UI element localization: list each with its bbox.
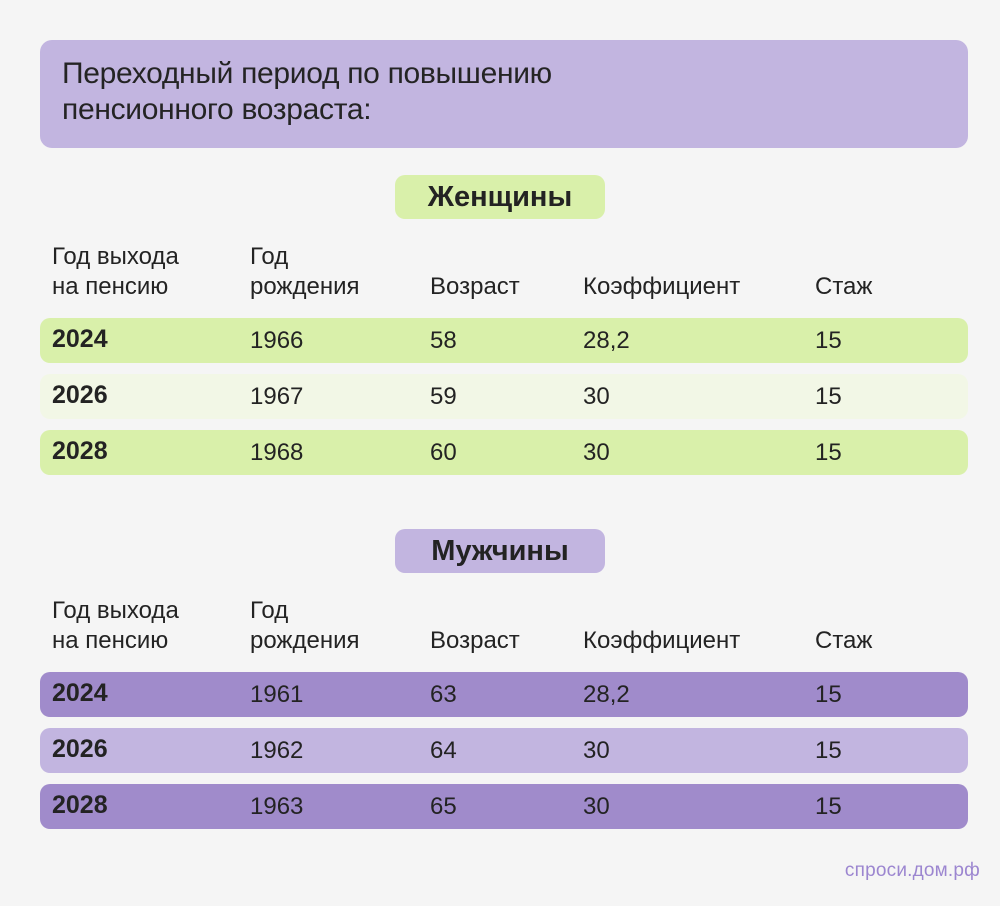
cell-coefficient: 28,2	[583, 681, 630, 708]
cell-experience: 15	[815, 439, 842, 466]
cell-age: 60	[430, 439, 457, 466]
cell-coefficient: 28,2	[583, 327, 630, 354]
cell-age: 64	[430, 737, 457, 764]
brand-watermark: спроси.дом.рф	[844, 860, 980, 881]
cell-experience: 15	[815, 383, 842, 410]
cell-experience: 15	[815, 793, 842, 820]
women-table-header: Год выхода на пенсию Год рождения Возрас…	[0, 238, 1000, 302]
men-table-row: 2026 1962 64 30 15	[40, 728, 968, 773]
page-title-line-2: пенсионного возраста:	[62, 93, 372, 126]
header-birth-year: Год рождения	[250, 597, 360, 654]
cell-experience: 15	[815, 681, 842, 708]
cell-coefficient: 30	[583, 383, 610, 410]
header-age: Возраст	[430, 273, 520, 300]
cell-age: 65	[430, 793, 457, 820]
title-box: Переходный период по повышению пенсионно…	[40, 40, 968, 148]
men-table-row: 2024 1961 63 28,2 15	[40, 672, 968, 717]
women-section-badge: Женщины	[395, 175, 605, 219]
cell-birth-year: 1967	[250, 383, 304, 410]
header-birth-year: Год рождения	[250, 243, 360, 300]
cell-age: 58	[430, 327, 457, 354]
cell-age: 59	[430, 383, 457, 410]
cell-birth-year: 1966	[250, 327, 304, 354]
cell-coefficient: 30	[583, 439, 610, 466]
women-table-row: 2026 1967 59 30 15	[40, 374, 968, 419]
header-age: Возраст	[430, 627, 520, 654]
cell-experience: 15	[815, 737, 842, 764]
cell-coefficient: 30	[583, 737, 610, 764]
cell-birth-year: 1962	[250, 737, 304, 764]
cell-birth-year: 1963	[250, 793, 304, 820]
cell-coefficient: 30	[583, 793, 610, 820]
header-experience: Стаж	[815, 273, 873, 300]
men-table-header: Год выхода на пенсию Год рождения Возрас…	[0, 592, 1000, 656]
header-experience: Стаж	[815, 627, 873, 654]
cell-retirement-year: 2024	[52, 679, 108, 707]
men-table-row: 2028 1963 65 30 15	[40, 784, 968, 829]
women-table-row: 2024 1966 58 28,2 15	[40, 318, 968, 363]
cell-age: 63	[430, 681, 457, 708]
header-retirement-year: Год выхода на пенсию	[52, 597, 179, 654]
page-title-line-1: Переходный период по повышению	[62, 57, 552, 90]
cell-birth-year: 1968	[250, 439, 304, 466]
header-retirement-year: Год выхода на пенсию	[52, 243, 179, 300]
header-coefficient: Коэффициент	[583, 627, 741, 654]
cell-experience: 15	[815, 327, 842, 354]
header-coefficient: Коэффициент	[583, 273, 741, 300]
cell-retirement-year: 2024	[52, 325, 108, 353]
cell-retirement-year: 2028	[52, 437, 108, 465]
cell-retirement-year: 2026	[52, 381, 108, 409]
cell-retirement-year: 2026	[52, 735, 108, 763]
men-section-badge: Мужчины	[395, 529, 605, 573]
cell-birth-year: 1961	[250, 681, 304, 708]
cell-retirement-year: 2028	[52, 791, 108, 819]
women-table-row: 2028 1968 60 30 15	[40, 430, 968, 475]
